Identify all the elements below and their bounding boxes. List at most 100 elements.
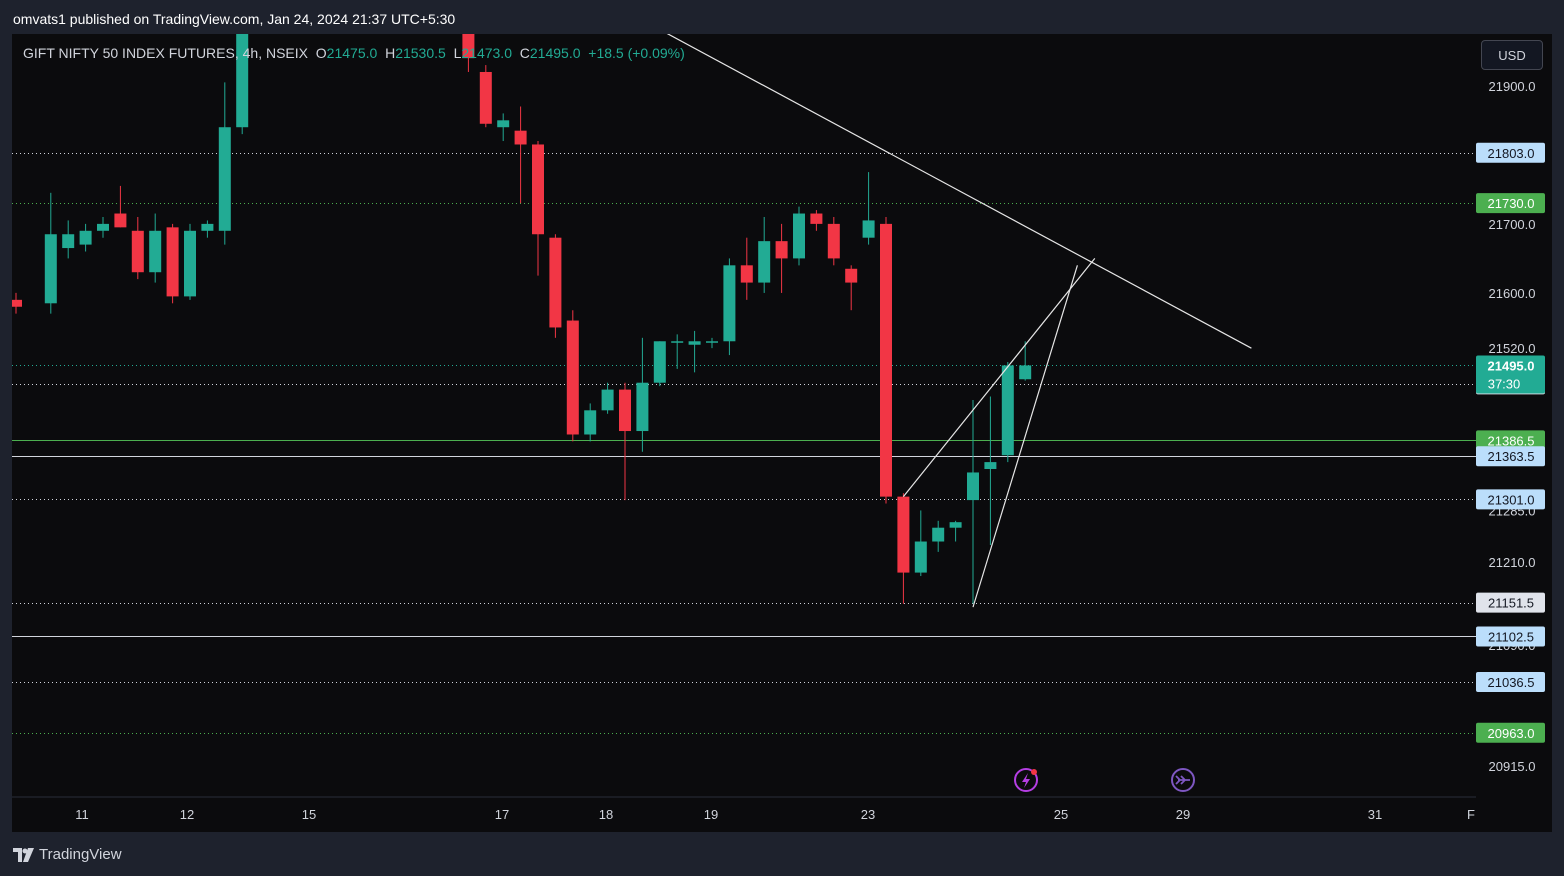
price-tick-label: 21900.0	[1489, 79, 1536, 94]
price-tag-label: 21803.0	[1488, 146, 1535, 161]
last-price-tag: 21495.0 37:30	[1476, 355, 1545, 394]
symbol-name[interactable]: GIFT NIFTY 50 INDEX FUTURES, 4h, NSEIX	[23, 45, 308, 61]
price-tag-label: 21730.0	[1488, 196, 1535, 211]
time-tick-label: 19	[704, 807, 718, 822]
candle	[549, 234, 562, 338]
price-tag: 21301.0	[1476, 489, 1545, 510]
price-tag: 21730.0	[1476, 193, 1545, 214]
candle-body	[688, 341, 701, 345]
candle-body	[601, 389, 614, 411]
candle	[514, 106, 527, 204]
candle	[671, 334, 684, 369]
tradingview-logo-icon	[13, 847, 34, 862]
candle-body	[566, 320, 579, 435]
candle	[984, 396, 997, 545]
price-tag-label: 21151.5	[1488, 596, 1534, 611]
candle-body	[862, 220, 875, 238]
candle	[497, 113, 510, 142]
price-tag-label: 21036.5	[1488, 675, 1535, 690]
candle-body	[514, 130, 527, 145]
candle	[636, 337, 649, 452]
trendline	[972, 265, 1078, 608]
currency-button[interactable]: USD	[1481, 40, 1543, 70]
price-tag: 21363.5	[1476, 446, 1545, 467]
candle-body	[584, 410, 597, 435]
candle	[827, 216, 840, 266]
price-tag-bg	[1476, 489, 1545, 510]
low-value: 21473.0	[461, 45, 512, 61]
price-tag-bg	[1476, 446, 1545, 467]
candle	[79, 223, 92, 252]
candle-body	[793, 213, 805, 259]
forward-event-icon[interactable]	[1171, 768, 1195, 792]
time-tick-label: 31	[1368, 807, 1382, 822]
chart-canvas[interactable]: 21900.021700.021600.021520.021285.021210…	[12, 34, 1552, 832]
candle-body	[462, 34, 475, 59]
candle	[236, 34, 249, 135]
candle-body	[497, 120, 510, 128]
candle-body	[131, 230, 144, 273]
candle-body	[166, 227, 179, 297]
candle-body	[97, 223, 109, 231]
publish-bar: omvats1 published on TradingView.com, Ja…	[0, 0, 1564, 36]
candle	[688, 330, 701, 373]
trendlines	[666, 34, 1252, 608]
candle-body	[532, 144, 544, 235]
candle	[845, 265, 858, 311]
candle	[12, 292, 22, 314]
candle-body	[810, 213, 823, 224]
high-value: 21530.5	[395, 45, 446, 61]
price-tag-label: 21102.5	[1488, 629, 1534, 644]
candle-body	[549, 237, 562, 328]
candle	[1019, 341, 1032, 381]
candle	[114, 185, 127, 228]
candle	[479, 65, 492, 128]
candle	[897, 493, 910, 604]
candle-body	[44, 234, 57, 304]
candle-body	[149, 230, 162, 273]
price-tag-bg	[1476, 193, 1545, 214]
price-tag-bg	[1476, 142, 1545, 163]
candle	[566, 310, 579, 442]
candle-body	[12, 299, 22, 307]
candle	[914, 510, 927, 577]
candle	[532, 141, 544, 276]
tradingview-logo[interactable]: TradingView	[13, 846, 122, 863]
chart-frame: 21900.0 21700.0 21600.0 21520.0 21285.0 21210…	[12, 34, 1552, 832]
candle	[862, 172, 875, 245]
candle-body	[1019, 365, 1032, 380]
candle-body	[758, 241, 771, 283]
candle-body	[706, 341, 718, 343]
candle	[62, 220, 75, 259]
time-tick-label: 23	[861, 807, 875, 822]
price-tag-bg	[1476, 672, 1545, 693]
candle-body	[114, 213, 127, 228]
candle-body	[218, 127, 231, 231]
price-tag-label: 21386.5	[1488, 433, 1535, 448]
candle-body	[897, 496, 910, 573]
candle	[758, 216, 771, 293]
candle-body	[653, 341, 666, 383]
candle	[619, 382, 631, 501]
candle	[149, 213, 162, 283]
price-tag: 21151.5	[1476, 592, 1545, 613]
candle	[880, 216, 892, 504]
candle-body	[671, 341, 684, 343]
high-label: H	[385, 45, 396, 61]
publish-info: omvats1 published on TradingView.com, Ja…	[13, 11, 456, 27]
lightning-event-icon[interactable]	[1014, 768, 1038, 792]
candle-body	[914, 541, 927, 573]
last-price-label: 21495.0	[1488, 358, 1535, 373]
candle	[1001, 361, 1014, 463]
candle-body	[723, 265, 736, 342]
countdown-label: 37:30	[1488, 376, 1521, 391]
close-label: C	[519, 45, 530, 61]
price-tag-bg	[1476, 722, 1545, 743]
horizontal-levels	[12, 153, 1476, 734]
price-tag: 20963.0	[1476, 722, 1545, 743]
price-tag: 21386.5	[1476, 430, 1545, 451]
candle	[793, 206, 805, 266]
open-value: 21475.0	[326, 45, 378, 61]
candle-body	[827, 223, 840, 259]
candle	[740, 237, 753, 300]
